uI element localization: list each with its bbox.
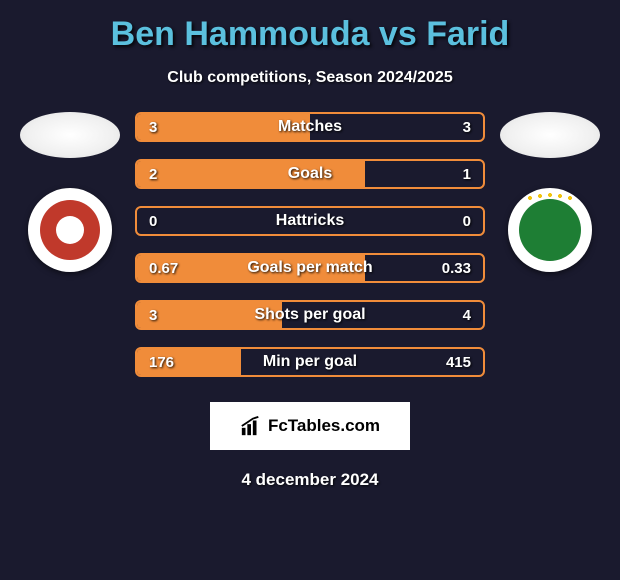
stat-label: Goals: [288, 165, 332, 183]
stat-label: Min per goal: [263, 353, 357, 371]
brand-chart-icon: [240, 415, 262, 437]
stat-value-right: 1: [463, 166, 471, 183]
stat-value-left: 0: [149, 213, 157, 230]
stat-value-right: 415: [446, 354, 471, 371]
stat-row: 176 Min per goal 415: [135, 347, 485, 377]
player-left-avatar: [20, 112, 120, 158]
club-badge-left: [28, 188, 112, 272]
club-badge-left-inner: [40, 200, 100, 260]
brand-box: FcTables.com: [210, 402, 410, 450]
stat-label: Goals per match: [247, 259, 372, 277]
comparison-subtitle: Club competitions, Season 2024/2025: [10, 69, 610, 87]
comparison-title: Ben Hammouda vs Farid: [10, 15, 610, 54]
brand-text: FcTables.com: [268, 416, 380, 436]
stat-value-left: 176: [149, 354, 174, 371]
stat-value-right: 0.33: [442, 260, 471, 277]
stat-row: 3 Matches 3: [135, 112, 485, 142]
club-badge-left-center: [56, 216, 84, 244]
stat-value-left: 2: [149, 166, 157, 183]
content-row: 3 Matches 3 2 Goals 1 0 Hattricks 0 0.67 Goals per…: [10, 112, 610, 377]
club-badge-right: [508, 188, 592, 272]
stat-row: 0.67 Goals per match 0.33: [135, 253, 485, 283]
stats-column: 3 Matches 3 2 Goals 1 0 Hattricks 0 0.67 Goals per…: [135, 112, 485, 377]
stat-value-right: 3: [463, 119, 471, 136]
infographic-container: Ben Hammouda vs Farid Club competitions,…: [0, 0, 620, 580]
stat-value-left: 0.67: [149, 260, 178, 277]
stat-value-left: 3: [149, 119, 157, 136]
stat-label: Hattricks: [276, 212, 344, 230]
player-right-column: [495, 112, 605, 272]
stat-value-right: 4: [463, 307, 471, 324]
stat-row: 3 Shots per goal 4: [135, 300, 485, 330]
stat-value-right: 0: [463, 213, 471, 230]
stat-row: 0 Hattricks 0: [135, 206, 485, 236]
stat-value-left: 3: [149, 307, 157, 324]
club-badge-right-inner: [519, 199, 581, 261]
player-right-avatar: [500, 112, 600, 158]
footer-date: 4 december 2024: [10, 470, 610, 490]
stat-label: Matches: [278, 118, 342, 136]
stat-row: 2 Goals 1: [135, 159, 485, 189]
stat-label: Shots per goal: [254, 306, 365, 324]
player-left-column: [15, 112, 125, 272]
